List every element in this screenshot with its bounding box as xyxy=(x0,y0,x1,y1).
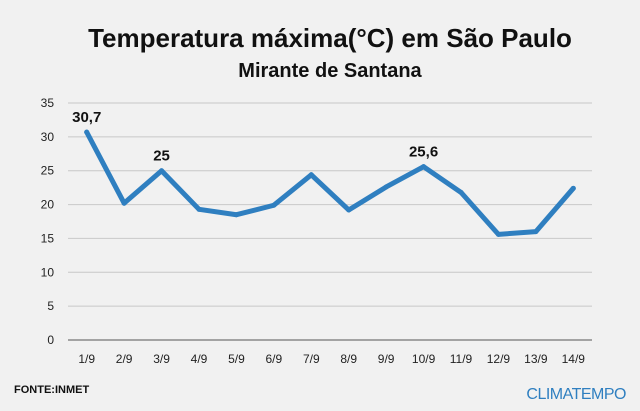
series xyxy=(84,129,576,237)
data-point xyxy=(383,184,389,190)
data-label: 30,7 xyxy=(72,109,101,126)
data-label: 25 xyxy=(153,148,170,165)
brand-logo: CLIMATEMPO xyxy=(526,386,626,403)
chart-title: Temperatura máxima(°C) em São Paulo xyxy=(88,23,572,53)
y-tick-label: 5 xyxy=(47,299,54,313)
y-tick-label: 15 xyxy=(41,231,55,245)
data-point xyxy=(346,207,352,213)
x-tick-label: 4/9 xyxy=(191,352,208,366)
series-line xyxy=(84,129,576,237)
x-tick-label: 3/9 xyxy=(153,352,170,366)
x-tick-label: 9/9 xyxy=(378,352,395,366)
data-point xyxy=(308,172,314,178)
data-point xyxy=(421,164,427,170)
x-tick-label: 7/9 xyxy=(303,352,320,366)
y-tick-label: 0 xyxy=(47,333,54,347)
data-point xyxy=(121,200,127,206)
x-tick-label: 5/9 xyxy=(228,352,245,366)
x-tick-label: 11/9 xyxy=(450,352,473,366)
x-axis-ticks: 1/9 2/9 3/9 4/9 5/9 6/9 7/9 8/9 9/9 10/9 11/9 12/9 1… xyxy=(78,352,585,366)
data-point xyxy=(458,189,464,195)
y-tick-label: 10 xyxy=(41,265,55,279)
y-tick-label: 20 xyxy=(41,198,55,212)
x-tick-label: 14/9 xyxy=(562,352,586,366)
x-tick-label: 13/9 xyxy=(524,352,548,366)
x-tick-label: 8/9 xyxy=(340,352,357,366)
chart-subtitle: Mirante de Santana xyxy=(238,60,422,82)
source-note: FONTE:INMET xyxy=(14,384,89,396)
data-point xyxy=(233,212,239,218)
x-tick-label: 6/9 xyxy=(266,352,283,366)
x-tick-label: 1/9 xyxy=(78,352,95,366)
data-point xyxy=(84,129,90,135)
data-point xyxy=(159,168,165,174)
x-tick-label: 2/9 xyxy=(116,352,133,366)
x-tick-label: 12/9 xyxy=(487,352,511,366)
y-axis-ticks: 0 5 10 15 20 25 30 35 xyxy=(41,96,55,347)
y-tick-label: 35 xyxy=(41,96,55,110)
x-tick-label: 10/9 xyxy=(412,352,436,366)
data-point xyxy=(271,202,277,208)
y-tick-label: 25 xyxy=(41,164,55,178)
data-point xyxy=(570,185,576,191)
data-point xyxy=(533,229,539,235)
data-point xyxy=(495,231,501,237)
data-labels: 30,7 25 25,6 xyxy=(72,109,438,165)
data-point xyxy=(196,206,202,212)
data-label: 25,6 xyxy=(409,144,438,161)
grid xyxy=(68,102,592,307)
y-tick-label: 30 xyxy=(41,130,55,144)
